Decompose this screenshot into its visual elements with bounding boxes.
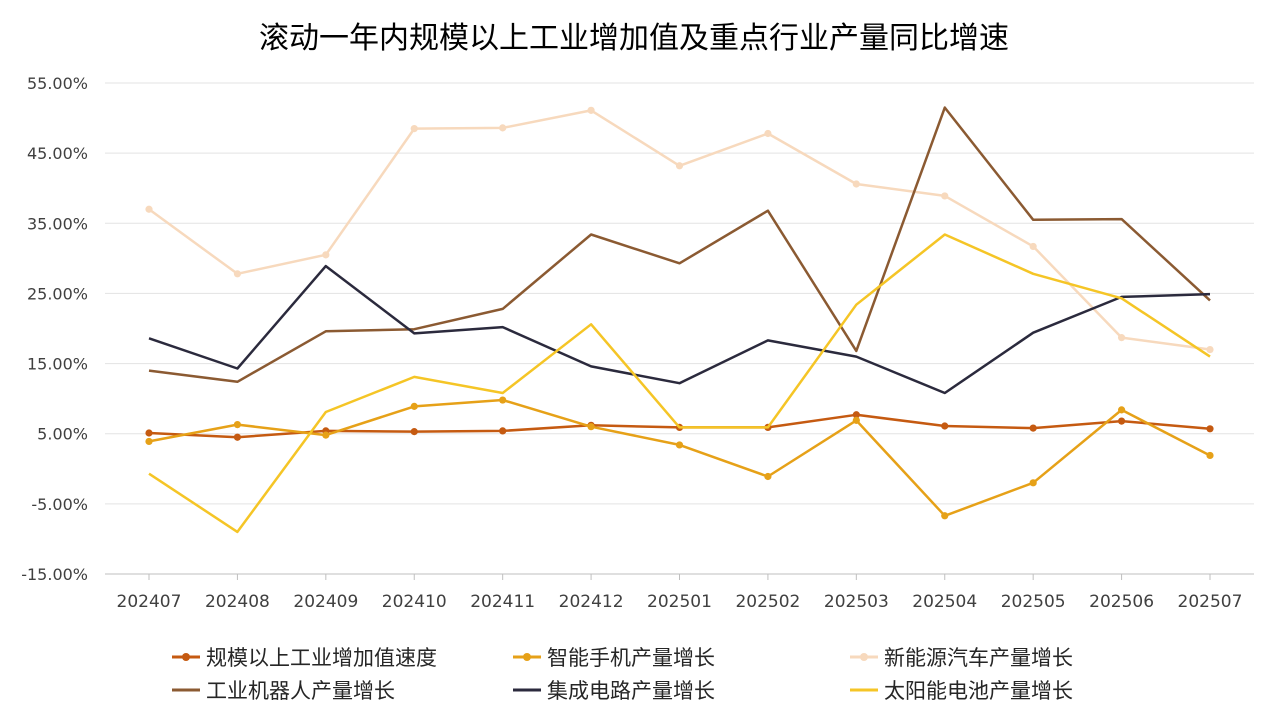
x-tick-label: 202411 (470, 592, 535, 612)
legend-item: 智能手机产量增长 (513, 646, 715, 670)
x-tick-label: 202412 (559, 592, 624, 612)
data-point (941, 192, 949, 200)
legend-marker (860, 653, 868, 661)
data-point (145, 205, 153, 213)
legend-item: 规模以上工业增加值速度 (172, 646, 437, 670)
legend-label: 新能源汽车产量增长 (884, 646, 1073, 670)
data-point (1206, 425, 1214, 433)
data-point (1206, 451, 1214, 460)
x-tick-label: 202507 (1178, 592, 1243, 612)
y-tick-label: -15.00% (21, 565, 88, 584)
data-point (145, 429, 153, 437)
series-line (148, 106, 1211, 384)
legend-label: 集成电路产量增长 (547, 679, 715, 703)
y-tick-label: 5.00% (37, 425, 88, 444)
legend-marker (523, 653, 531, 661)
legend-item: 工业机器人产量增长 (172, 679, 395, 703)
data-point (233, 270, 242, 278)
legend-marker (182, 653, 190, 661)
data-point (587, 106, 595, 114)
data-point (941, 512, 949, 520)
data-point (499, 427, 507, 435)
y-tick-label: 55.00% (27, 74, 88, 93)
data-point (410, 402, 418, 410)
data-point (1029, 424, 1037, 432)
data-point (764, 129, 772, 138)
data-point (852, 411, 860, 419)
series-6 (148, 233, 1211, 534)
data-point (410, 124, 418, 133)
series-5 (148, 264, 1211, 395)
series-3 (145, 106, 1214, 354)
x-tick-label: 202502 (735, 592, 800, 612)
legend-item: 集成电路产量增长 (513, 679, 715, 703)
data-point (764, 472, 772, 481)
x-tick-label: 202410 (382, 592, 447, 612)
legend-item: 新能源汽车产量增长 (850, 646, 1073, 670)
data-point (322, 431, 330, 439)
series-4 (148, 106, 1211, 384)
y-tick-label: -5.00% (31, 495, 88, 514)
data-point (587, 423, 595, 431)
y-axis-ticks: -15.00% -5.00% 5.00% 15.00% 25.00% 35.00% 45.0… (21, 74, 88, 584)
legend-label: 工业机器人产量增长 (206, 679, 395, 703)
y-tick-label: 15.00% (27, 355, 88, 374)
x-axis-ticks: 202407 202408 202409 202410 202411 202412 2025… (117, 574, 1243, 612)
series-line (148, 233, 1211, 534)
y-tick-label: 45.00% (27, 144, 88, 163)
data-point (499, 396, 507, 404)
data-point (675, 441, 684, 449)
x-tick-label: 202506 (1089, 592, 1154, 612)
data-point (322, 251, 330, 259)
data-point (499, 124, 507, 132)
data-point (233, 433, 242, 441)
legend-label: 智能手机产量增长 (547, 646, 715, 670)
data-point (941, 422, 949, 430)
x-tick-label: 202504 (912, 592, 977, 612)
data-point (852, 416, 860, 424)
series-line (148, 264, 1211, 395)
legend-label: 规模以上工业增加值速度 (206, 646, 437, 670)
x-tick-label: 202407 (117, 592, 182, 612)
x-tick-label: 202408 (205, 592, 270, 612)
y-tick-label: 25.00% (27, 284, 88, 303)
data-point (1117, 417, 1126, 425)
series-line (148, 398, 1211, 518)
series-line (148, 109, 1211, 351)
x-tick-label: 202501 (647, 592, 712, 612)
legend-label: 太阳能电池产量增长 (884, 679, 1073, 703)
data-point (145, 437, 153, 446)
chart-title: 滚动一年内规模以上工业增加值及重点行业产量同比增速 (259, 21, 1009, 56)
gridlines (105, 82, 1254, 575)
data-point (1117, 406, 1126, 414)
y-tick-label: 35.00% (27, 214, 88, 233)
data-point (675, 162, 684, 170)
series-2 (145, 396, 1214, 520)
series-lines (145, 106, 1214, 534)
data-point (233, 420, 242, 429)
x-tick-label: 202505 (1001, 592, 1066, 612)
legend-item: 太阳能电池产量增长 (850, 679, 1073, 703)
x-tick-label: 202409 (293, 592, 358, 612)
data-point (852, 180, 860, 188)
data-point (1029, 242, 1037, 251)
data-point (1206, 345, 1214, 354)
x-tick-label: 202503 (824, 592, 889, 612)
data-point (1029, 479, 1037, 487)
data-point (1117, 334, 1126, 342)
data-point (410, 428, 418, 436)
